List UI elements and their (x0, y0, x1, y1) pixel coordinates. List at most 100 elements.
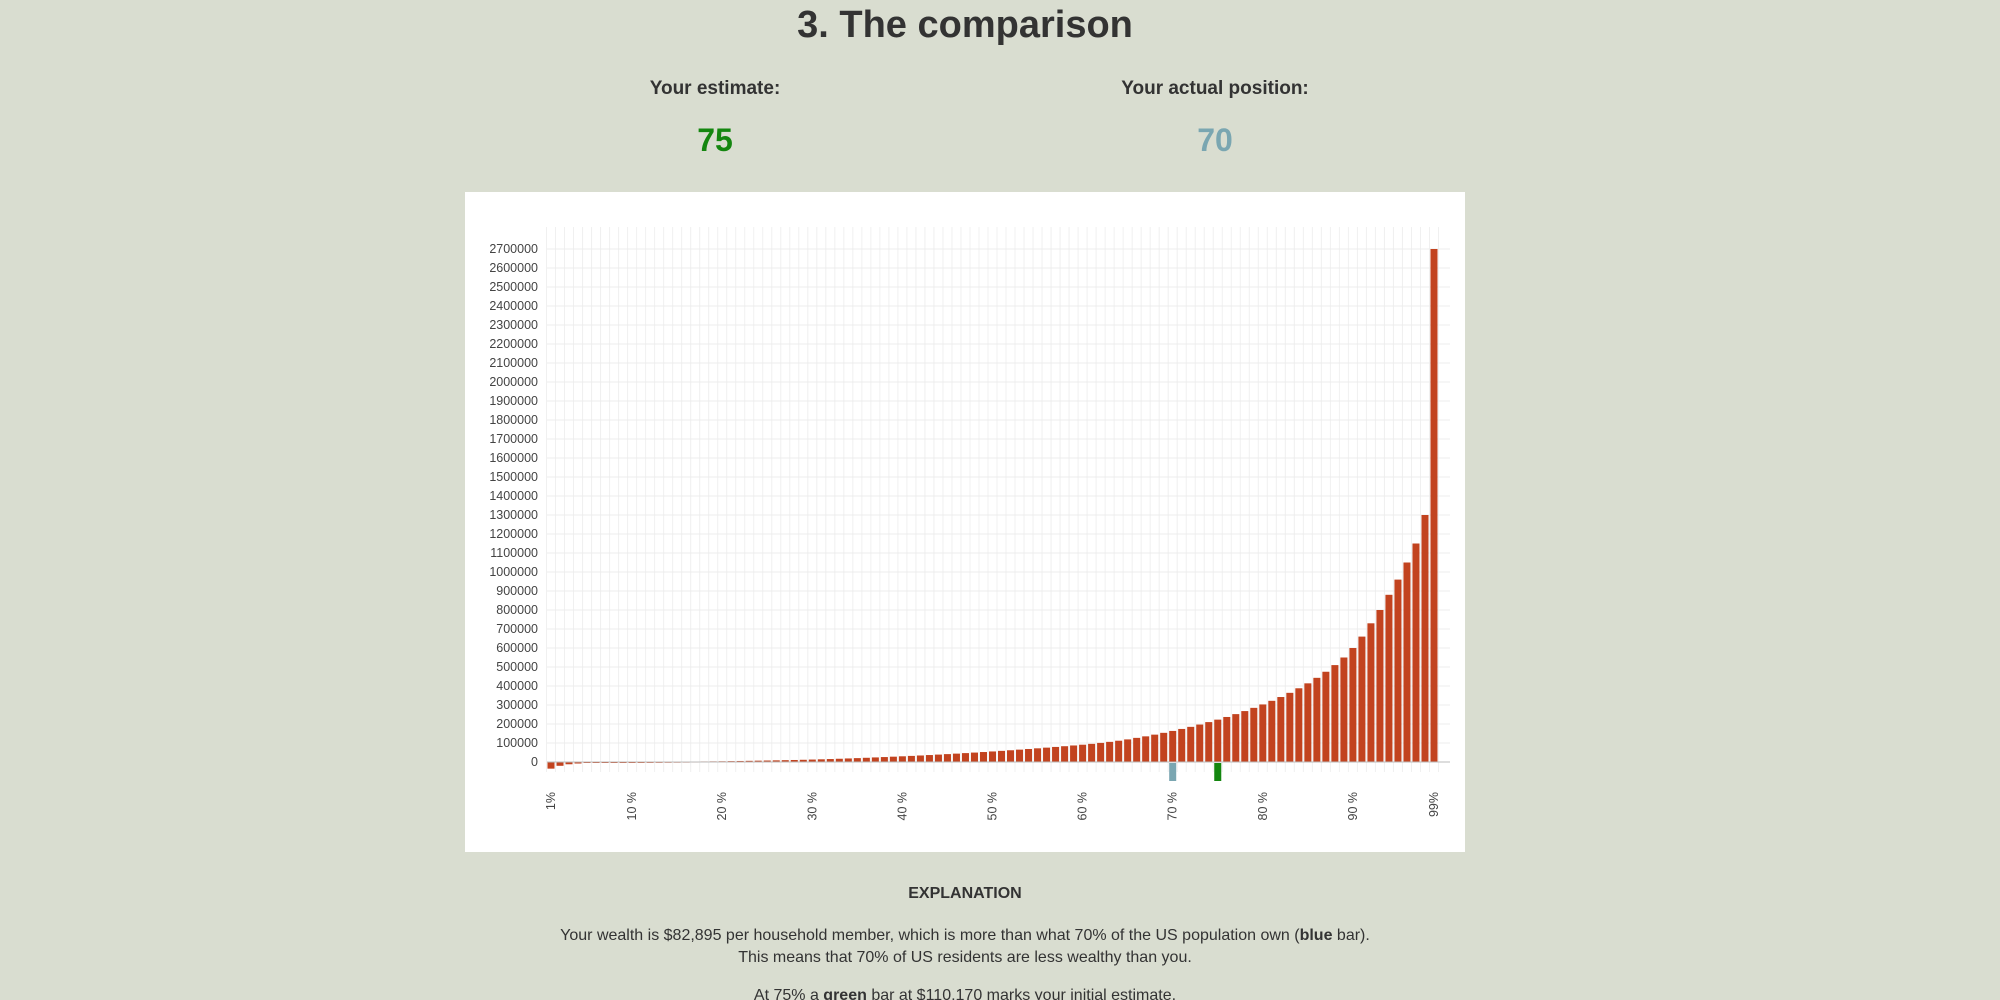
x-tick-label: 10 % (625, 792, 639, 821)
wealth-bar (1241, 711, 1249, 762)
wealth-bar (1025, 748, 1033, 762)
explanation-line-3-end: bar at $110,170 marks your initial estim… (866, 987, 1177, 1000)
wealth-bar (1034, 748, 1042, 762)
wealth-bar (1259, 704, 1267, 762)
wealth-bar (844, 758, 852, 762)
explanation-line-2: This means that 70% of US residents are … (738, 949, 1192, 966)
wealth-bar (826, 759, 834, 762)
wealth-bar (1223, 716, 1231, 762)
wealth-bar (1187, 726, 1195, 762)
y-tick-label: 800000 (496, 603, 538, 617)
x-tick-label: 70 % (1166, 792, 1180, 821)
wealth-bar (1331, 665, 1339, 762)
y-tick-label: 600000 (496, 641, 538, 655)
y-tick-label: 500000 (496, 660, 538, 674)
y-tick-label: 1600000 (489, 451, 538, 465)
wealth-bar (781, 760, 789, 762)
wealth-bar (853, 758, 861, 762)
wealth-bar (1376, 610, 1384, 762)
wealth-bar (1421, 515, 1429, 762)
y-tick-label: 300000 (496, 698, 538, 712)
wealth-bar (1007, 750, 1015, 762)
wealth-bar (871, 757, 879, 762)
wealth-bar (961, 753, 969, 762)
y-tick-label: 2400000 (489, 299, 538, 313)
wealth-bar (574, 762, 582, 764)
x-tick-label: 30 % (805, 792, 819, 821)
wealth-bar (1079, 744, 1087, 762)
explanation-line-1-start: Your wealth is $82,895 per household mem… (560, 927, 1300, 944)
wealth-bar (988, 751, 997, 762)
wealth-bar (1349, 648, 1357, 762)
wealth-bar (907, 755, 915, 762)
estimate-value: 75 (697, 122, 733, 158)
wealth-bar (1016, 749, 1024, 762)
green-keyword: green (823, 987, 867, 1000)
y-tick-label: 400000 (496, 679, 538, 693)
wealth-bar (1070, 745, 1078, 762)
y-tick-label: 1300000 (489, 508, 538, 522)
wealth-distribution-chart: 0 100000 200000 300000 400000 500000 600000 700… (489, 227, 1450, 821)
wealth-bar (925, 755, 933, 762)
blue-keyword: blue (1299, 927, 1333, 944)
wealth-bar (943, 754, 951, 762)
y-tick-label: 2200000 (489, 337, 538, 351)
wealth-bar (547, 762, 555, 769)
y-tick-label: 1700000 (489, 432, 538, 446)
wealth-bar (1097, 742, 1105, 762)
wealth-bar (934, 754, 942, 762)
wealth-bar (1106, 741, 1114, 762)
wealth-bar (1304, 683, 1312, 762)
wealth-bar (1196, 724, 1204, 762)
wealth-bar (1322, 671, 1330, 762)
wealth-bar (1340, 657, 1348, 762)
y-tick-label: 0 (531, 755, 538, 769)
wealth-bar (1385, 594, 1393, 762)
wealth-bar (736, 760, 744, 762)
wealth-bar (1214, 719, 1222, 762)
estimate-marker (1214, 763, 1222, 781)
wealth-bar (835, 758, 843, 762)
wealth-bar (790, 759, 798, 762)
wealth-bar (1277, 697, 1285, 762)
x-tick-label: 99% (1427, 792, 1441, 817)
wealth-bar (1412, 543, 1420, 762)
y-tick-label: 900000 (496, 584, 538, 598)
wealth-bar (556, 762, 564, 766)
explanation-line-1-end: bar). (1332, 927, 1370, 944)
wealth-bar (754, 760, 762, 762)
wealth-bar (1133, 737, 1141, 762)
wealth-bar (808, 759, 816, 762)
wealth-bar (916, 755, 924, 762)
y-tick-label: 2300000 (489, 318, 538, 332)
wealth-distribution-chart-card: 0 100000 200000 300000 400000 500000 600000 700… (465, 192, 1465, 852)
wealth-bar (1178, 728, 1186, 762)
wealth-bar (970, 752, 978, 762)
actual-position-block: Your actual position: 70 (1065, 78, 1365, 159)
wealth-bar (898, 756, 906, 762)
wealth-bar (1250, 707, 1258, 762)
wealth-bar (880, 757, 888, 762)
wealth-bar (1286, 692, 1294, 762)
page-title: 3. The comparison (797, 4, 1133, 46)
actual-position-marker (1169, 763, 1177, 781)
wealth-bar (1052, 746, 1060, 762)
wealth-bar (952, 753, 960, 762)
estimate-block: Your estimate: 75 (565, 78, 865, 159)
x-tick-label: 1% (544, 792, 558, 810)
y-tick-label: 100000 (496, 736, 538, 750)
wealth-bar (745, 760, 753, 762)
wealth-bar (1232, 714, 1240, 762)
wealth-bar (772, 760, 780, 762)
wealth-bar (1313, 677, 1321, 762)
y-tick-label: 2000000 (489, 375, 538, 389)
x-tick-label: 80 % (1256, 792, 1270, 821)
wealth-bar (1394, 579, 1402, 762)
y-tick-label: 1100000 (490, 546, 538, 560)
actual-position-label: Your actual position: (1121, 78, 1309, 99)
y-tick-label: 200000 (496, 717, 538, 731)
wealth-bar (1358, 636, 1366, 762)
wealth-bar (763, 760, 771, 762)
explanation-line-3: At 75% a green bar at $110,170 marks you… (0, 985, 1930, 1000)
